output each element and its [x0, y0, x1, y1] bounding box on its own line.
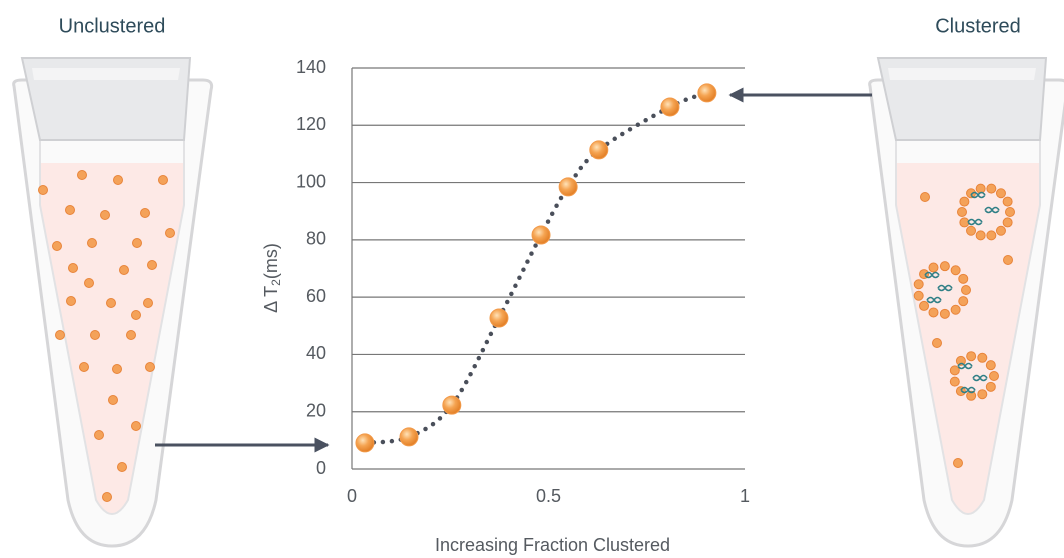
particle [107, 299, 116, 308]
fit-curve [365, 93, 707, 443]
particle [148, 261, 157, 270]
left-label: Unclustered [59, 15, 166, 37]
particle [960, 197, 969, 206]
particle [951, 305, 960, 314]
particle [118, 463, 127, 472]
y-tick-label: 80 [306, 229, 326, 249]
particle [53, 242, 62, 251]
particle [144, 299, 153, 308]
particle [959, 297, 968, 306]
particle [67, 297, 76, 306]
particle [954, 459, 963, 468]
particle [940, 262, 949, 271]
particle [958, 208, 967, 217]
particle [146, 363, 155, 372]
point [400, 428, 418, 446]
particle [921, 193, 930, 202]
particle [78, 171, 87, 180]
particle [990, 372, 999, 381]
particle [914, 280, 923, 289]
y-tick-label: 140 [296, 57, 326, 77]
particle [959, 274, 968, 283]
y-tick-label: 60 [306, 286, 326, 306]
particle [996, 226, 1005, 235]
particle [978, 390, 987, 399]
y-tick-label: 20 [306, 400, 326, 420]
point [532, 226, 550, 244]
particle [159, 176, 168, 185]
particle [986, 382, 995, 391]
point [590, 141, 608, 159]
particle [91, 331, 100, 340]
particle [85, 279, 94, 288]
particle [914, 291, 923, 300]
y-tick-label: 40 [306, 343, 326, 363]
y-axis-label-part: (ms) [261, 243, 281, 279]
particle [66, 206, 75, 215]
point [443, 396, 461, 414]
point [661, 98, 679, 116]
point [559, 178, 577, 196]
particle [166, 229, 175, 238]
particle [101, 211, 110, 220]
particle [39, 186, 48, 195]
particle [95, 431, 104, 440]
particle [929, 263, 938, 272]
particle [141, 209, 150, 218]
y-axis-label: Δ T2(ms) [261, 243, 283, 313]
particle [103, 493, 112, 502]
y-axis-label-part: Δ T [261, 286, 281, 313]
chart: 0 20 40 60 80 100 120 140 0 0.5 1 Increasing Fracti… [261, 57, 750, 555]
particle [127, 331, 136, 340]
x-tick-label: 0 [347, 486, 357, 506]
x-tick-label: 1 [740, 486, 750, 506]
particle [967, 352, 976, 361]
figure: Unclustered Clustered 0 20 40 60 80 100 120 140… [0, 0, 1064, 558]
particle [1003, 197, 1012, 206]
particle [132, 311, 141, 320]
particle [940, 309, 949, 318]
particle [69, 264, 78, 273]
particle [56, 331, 65, 340]
particle [114, 176, 123, 185]
particle [986, 361, 995, 370]
particle [113, 365, 122, 374]
y-tick-label: 100 [296, 171, 326, 191]
x-tick-label: 0.5 [536, 486, 561, 506]
y-tick-label: 0 [316, 458, 326, 478]
particle [920, 301, 929, 310]
point [698, 84, 716, 102]
particle [962, 286, 971, 295]
particle [929, 308, 938, 317]
particle [80, 363, 89, 372]
particle [950, 377, 959, 386]
particle [967, 226, 976, 235]
particle [996, 189, 1005, 198]
particle [987, 231, 996, 240]
particle [109, 396, 118, 405]
point [490, 309, 508, 327]
particle [978, 353, 987, 362]
particle [132, 422, 141, 431]
particle [1003, 218, 1012, 227]
particle [120, 266, 129, 275]
x-axis-label: Increasing Fraction Clustered [435, 535, 670, 555]
point [356, 434, 374, 452]
y-tick-label: 120 [296, 114, 326, 134]
particle [976, 231, 985, 240]
particle [1004, 256, 1013, 265]
particle [987, 184, 996, 193]
particle [951, 266, 960, 275]
particle [133, 239, 142, 248]
right-label: Clustered [935, 15, 1021, 37]
particle [933, 339, 942, 348]
particle [1006, 208, 1015, 217]
particle [976, 184, 985, 193]
particle [88, 239, 97, 248]
